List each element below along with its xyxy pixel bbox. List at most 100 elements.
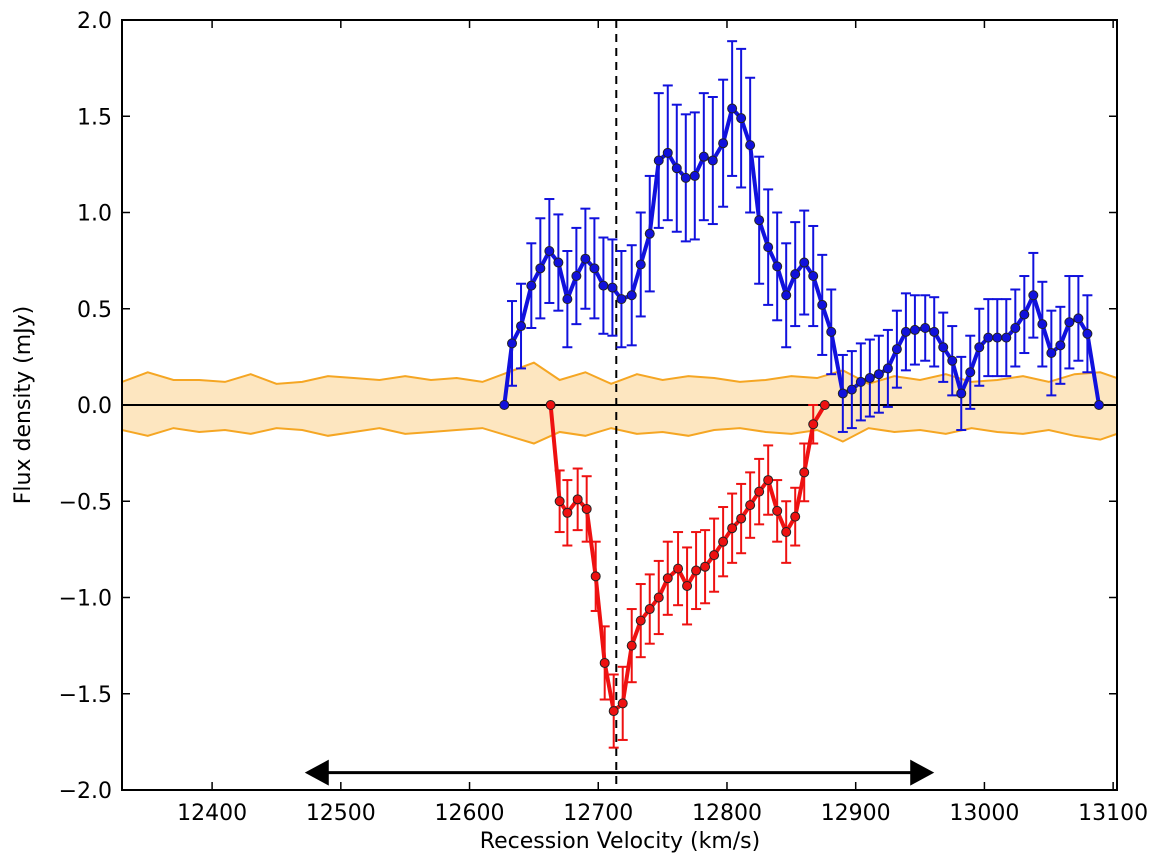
y-tick-label: −2.0 — [59, 779, 112, 804]
data-point — [837, 388, 848, 399]
y-tick-label: −1.0 — [59, 587, 112, 612]
data-point — [616, 294, 627, 305]
data-point — [1055, 340, 1066, 351]
data-point — [736, 113, 747, 124]
data-point — [700, 561, 711, 572]
data-point — [662, 573, 673, 584]
data-point — [507, 338, 518, 349]
data-point — [544, 246, 555, 256]
data-point — [662, 147, 673, 158]
x-tick-label: 12400 — [177, 801, 247, 826]
y-tick-label: 1.5 — [77, 105, 112, 130]
data-point — [736, 513, 747, 524]
data-point — [589, 263, 600, 274]
data-point — [790, 269, 801, 280]
data-point — [626, 290, 637, 301]
data-point — [653, 155, 664, 166]
arrow-head — [304, 759, 329, 786]
x-tick-label: 13100 — [1078, 801, 1148, 826]
y-tick-label: 2.0 — [77, 9, 112, 34]
data-point — [965, 367, 976, 378]
data-point — [535, 263, 546, 274]
x-tick-label: 12700 — [563, 801, 633, 826]
data-point — [763, 242, 774, 253]
data-point — [499, 400, 510, 410]
data-point — [1001, 332, 1012, 343]
noise-edge — [121, 427, 1118, 445]
y-tick-label: 0.0 — [77, 394, 112, 419]
data-point — [992, 332, 1003, 343]
data-point — [846, 384, 857, 395]
data-point — [626, 640, 637, 651]
data-point — [580, 253, 591, 264]
x-tick-label: 13000 — [949, 801, 1019, 826]
x-tick-label: 12900 — [821, 801, 891, 826]
data-point — [1010, 323, 1021, 333]
data-point — [682, 580, 693, 591]
data-point — [608, 706, 619, 717]
data-point — [707, 155, 718, 166]
data-point — [516, 321, 527, 332]
data-point — [644, 604, 655, 615]
data-point — [938, 342, 949, 353]
data-point — [864, 373, 875, 384]
x-tick-label: 12500 — [306, 801, 376, 826]
data-point — [680, 172, 691, 183]
data-point — [754, 486, 765, 497]
data-point — [553, 257, 564, 268]
y-tick-label: 1.0 — [77, 202, 112, 227]
data-point — [718, 138, 729, 149]
data-point — [974, 342, 985, 353]
data-point — [909, 324, 920, 335]
data-point — [754, 215, 765, 226]
data-point — [808, 271, 819, 282]
data-point — [607, 282, 618, 293]
data-point — [891, 344, 902, 355]
data-point — [617, 698, 628, 709]
data-point — [526, 280, 537, 291]
data-point — [709, 550, 720, 561]
data-point — [691, 565, 702, 576]
data-point — [571, 271, 582, 282]
data-point — [1037, 319, 1048, 330]
data-point — [1046, 348, 1057, 359]
data-point — [1028, 290, 1039, 301]
data-point — [562, 294, 573, 305]
data-point — [635, 615, 646, 626]
data-point — [653, 592, 664, 603]
data-point — [745, 500, 756, 511]
x-tick-label: 12600 — [435, 801, 505, 826]
data-point — [727, 523, 738, 534]
data-point — [1019, 309, 1030, 320]
data-point — [900, 326, 911, 337]
data-point — [790, 511, 801, 522]
data-point — [644, 228, 655, 239]
data-point — [781, 290, 792, 301]
data-point — [689, 170, 700, 181]
data-point — [1093, 400, 1104, 410]
data-point — [545, 400, 556, 410]
data-point — [554, 496, 565, 507]
data-point — [745, 140, 756, 151]
data-point — [772, 505, 783, 516]
arrow-head — [910, 759, 935, 786]
data-point — [1082, 328, 1093, 339]
data-point — [947, 355, 958, 366]
data-point — [929, 326, 940, 337]
y-tick-label: 0.5 — [77, 298, 112, 323]
data-point — [572, 494, 583, 505]
data-point — [1073, 313, 1084, 324]
data-point — [581, 503, 592, 514]
data-point — [817, 299, 828, 310]
x-tick-label: 12800 — [692, 801, 762, 826]
data-point — [799, 467, 810, 478]
data-point — [855, 376, 866, 387]
data-point — [718, 536, 729, 547]
noise-band — [122, 362, 1117, 444]
data-point — [562, 507, 573, 518]
x-axis-label: Recession Velocity (km/s) — [480, 829, 760, 854]
data-point — [698, 151, 709, 162]
y-tick-label: −1.5 — [59, 683, 112, 708]
data-point — [1064, 317, 1075, 328]
